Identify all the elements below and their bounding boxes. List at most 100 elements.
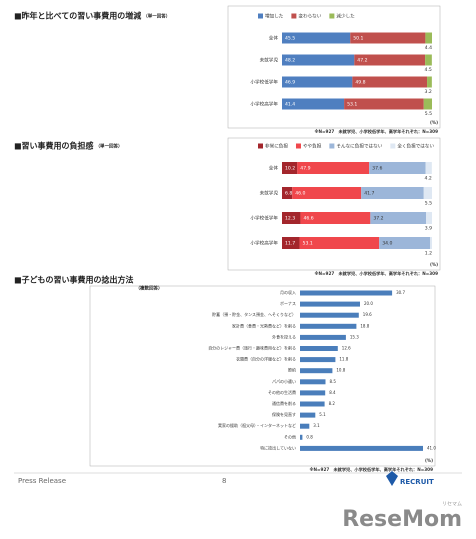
value-label: 6.8	[285, 191, 292, 197]
category-label: 衣類費（自分の洋服など）を削る	[236, 356, 296, 362]
legend-label: 全く負担ではない	[397, 143, 434, 150]
category-label: パパの小遣い	[272, 378, 296, 384]
value-label: 3.9	[425, 226, 432, 232]
value-label: 12.3	[285, 216, 295, 222]
value-label: 19.6	[363, 312, 372, 317]
legend-swatch	[295, 143, 301, 149]
value-label: 48.2	[285, 58, 295, 64]
value-label: 20.0	[364, 301, 373, 306]
chart-frame	[227, 5, 441, 129]
bar-segment	[282, 212, 301, 224]
bar-segment	[282, 54, 355, 66]
value-label: 11.7	[285, 241, 295, 247]
footer-left: Press Release	[18, 477, 66, 485]
chart-note: ※N=927 未就学児、小学校低学年、高学年それぞれ：N=309	[309, 466, 433, 473]
value-label: 34.0	[382, 241, 392, 247]
bar-segment	[282, 162, 298, 174]
value-label: 3.1	[313, 423, 320, 428]
category-label: 特に捻出していない	[260, 444, 296, 450]
category-label: 全体	[269, 165, 279, 172]
bar-segment	[423, 98, 432, 110]
value-label: 5.1	[319, 412, 326, 417]
bar-segment	[352, 76, 428, 88]
bar	[300, 346, 338, 351]
watermark-kana: リセマム	[442, 502, 462, 508]
category-label: 小学校低学年	[250, 215, 278, 222]
bar	[300, 357, 336, 363]
value-label: 46.9	[285, 80, 295, 86]
legend-label: 非常に負担	[265, 143, 288, 150]
chart-title: ■子どもの習い事費用の捻出方法	[14, 275, 134, 285]
value-label: 4.5	[425, 67, 432, 73]
value-label: 8.2	[329, 401, 336, 406]
bar-segment	[379, 237, 431, 249]
category-label: その他の生活費	[268, 389, 296, 395]
legend-swatch	[258, 143, 263, 149]
brand: RECRUIT	[400, 478, 434, 486]
category-label: 未就学児	[260, 190, 279, 197]
bar-segment	[370, 212, 427, 224]
value-label: 1.2	[425, 251, 432, 257]
bar-segment	[300, 212, 371, 224]
bar-segment	[282, 76, 353, 88]
bar-segment	[369, 162, 426, 174]
category-label: 通信費を削る	[272, 400, 296, 406]
legend-swatch	[390, 143, 396, 149]
value-label: 53.1	[303, 241, 313, 247]
category-label: 保険を見直す	[272, 411, 296, 417]
bar-segment	[426, 212, 432, 224]
bar-segment	[430, 237, 432, 249]
legend-label: 増加した	[265, 13, 284, 20]
category-label: 未就学児	[260, 57, 279, 64]
value-label: 37.2	[373, 216, 383, 222]
category-label: 小学校低学年	[250, 79, 278, 86]
value-label: 5.5	[425, 201, 432, 207]
value-label: 5.5	[425, 111, 432, 117]
value-label: 49.8	[355, 80, 365, 86]
bar-segment	[282, 187, 293, 199]
bar	[300, 401, 325, 407]
bar-segment	[297, 162, 370, 174]
value-label: 47.2	[357, 58, 367, 64]
value-label: 8.5	[330, 379, 337, 384]
chart-note: ※N=927 未就学児、小学校低学年、高学年それぞれ：N=309	[314, 270, 438, 277]
value-label: 41.7	[364, 191, 374, 197]
bar-segment	[361, 187, 424, 199]
category-label: 節約	[288, 367, 296, 373]
legend-swatch	[329, 13, 335, 19]
unit-label: (%)	[425, 458, 433, 463]
bar	[300, 334, 346, 340]
bar-segment	[282, 237, 300, 249]
legend-label: やや負担	[303, 143, 322, 150]
bar	[300, 323, 357, 329]
legend-label: 変わらない	[298, 13, 321, 20]
legend-label: 減少した	[336, 13, 355, 20]
legend-label: そんなに負担ではない	[336, 143, 382, 150]
value-label: 41.4	[285, 102, 295, 108]
bar	[300, 412, 316, 418]
bar	[300, 423, 310, 429]
value-label: 4.2	[425, 176, 432, 182]
watermark: ReseMom	[342, 507, 462, 532]
category-label: 小学校高学年	[250, 240, 278, 247]
category-label: 自分のレジャー費（旅行・趣味費用など）を削る	[208, 345, 296, 351]
bar-segment	[282, 98, 345, 110]
value-label: 4.4	[425, 45, 432, 51]
bar-segment	[292, 187, 362, 199]
value-label: 47.9	[300, 166, 310, 172]
bar-segment	[425, 162, 432, 174]
chart-note: ※N=927 未就学児、小学校低学年、高学年それぞれ：N=309	[314, 128, 438, 135]
category-label: 小学校高学年	[250, 101, 278, 108]
category-label: ボーナス	[280, 300, 296, 306]
category-label: 外食を控える	[272, 333, 296, 339]
category-label: 貯蓄（預・貯金、タンス預金、へそくりなど）	[212, 311, 296, 317]
value-label: 30.7	[396, 290, 405, 295]
bar-segment	[425, 32, 432, 44]
value-label: 15.3	[350, 334, 359, 339]
value-label: 12.6	[342, 346, 351, 351]
value-label: 45.5	[285, 36, 295, 42]
unit-label: (%)	[430, 120, 438, 125]
value-label: 8.4	[329, 390, 336, 395]
value-label: 11.8	[339, 357, 348, 362]
